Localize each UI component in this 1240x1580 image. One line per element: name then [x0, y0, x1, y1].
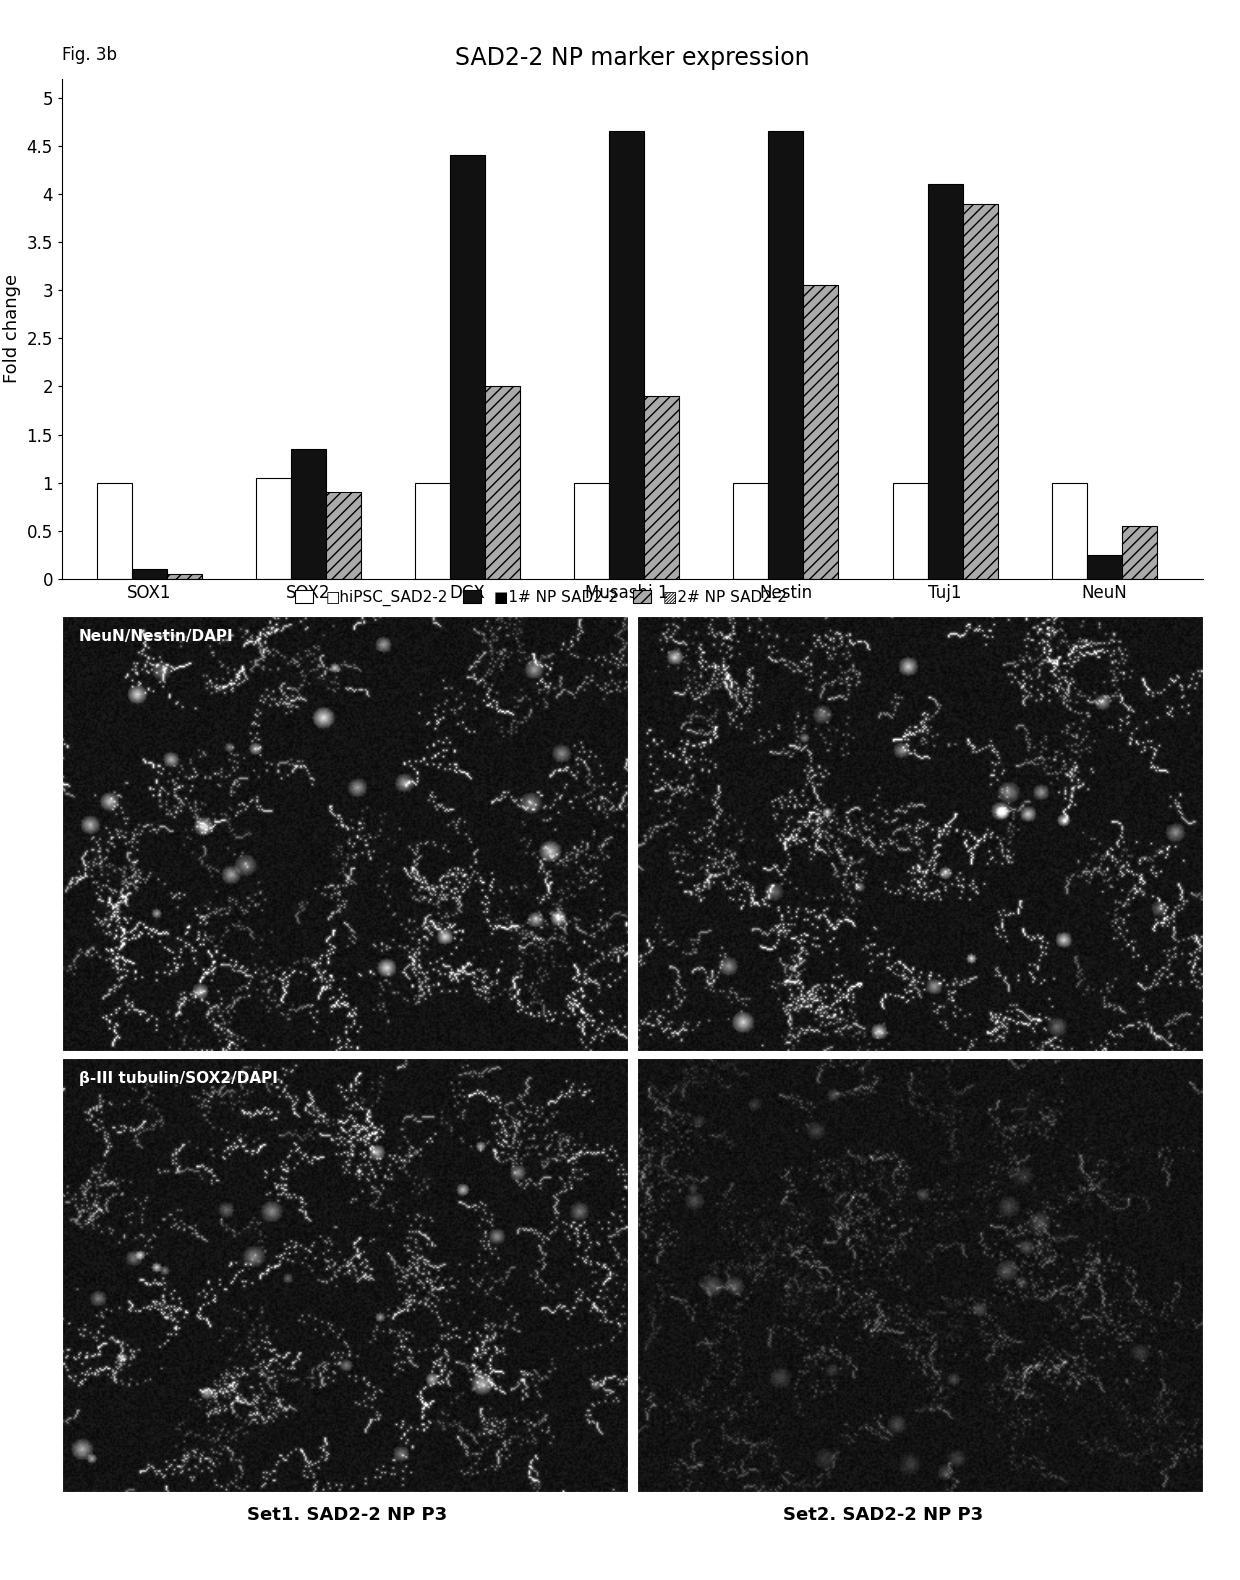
Bar	[131, 569, 167, 578]
Bar	[733, 482, 769, 578]
Text: Set1. SAD2-2 NP P3: Set1. SAD2-2 NP P3	[247, 1506, 448, 1523]
Bar	[450, 155, 485, 578]
Bar	[97, 482, 131, 578]
Bar	[1086, 555, 1122, 578]
Bar	[167, 574, 202, 578]
Y-axis label: Fold change: Fold change	[2, 275, 21, 384]
Bar	[1122, 526, 1157, 578]
Bar	[257, 477, 291, 578]
Bar	[1052, 482, 1086, 578]
Bar	[291, 449, 326, 578]
Bar	[609, 131, 645, 578]
Bar	[415, 482, 450, 578]
Bar	[804, 286, 838, 578]
Bar	[893, 482, 928, 578]
Bar	[485, 387, 521, 578]
Legend: □hiPSC_SAD2-2, ■1# NP SAD2-2, ▨2# NP SAD2-2: □hiPSC_SAD2-2, ■1# NP SAD2-2, ▨2# NP SAD…	[289, 583, 794, 611]
Bar	[645, 397, 680, 578]
Bar	[962, 204, 997, 578]
Text: Set2. SAD2-2 NP P3: Set2. SAD2-2 NP P3	[784, 1506, 983, 1523]
Bar	[574, 482, 609, 578]
Text: Fig. 3b: Fig. 3b	[62, 46, 117, 65]
Bar	[928, 185, 962, 578]
Text: NeuN/Nestin/DAPI: NeuN/Nestin/DAPI	[79, 629, 233, 645]
Bar	[326, 493, 361, 578]
Bar	[769, 131, 804, 578]
Title: SAD2-2 NP marker expression: SAD2-2 NP marker expression	[455, 46, 810, 70]
Text: β-III tubulin/SOX2/DAPI: β-III tubulin/SOX2/DAPI	[79, 1071, 278, 1085]
